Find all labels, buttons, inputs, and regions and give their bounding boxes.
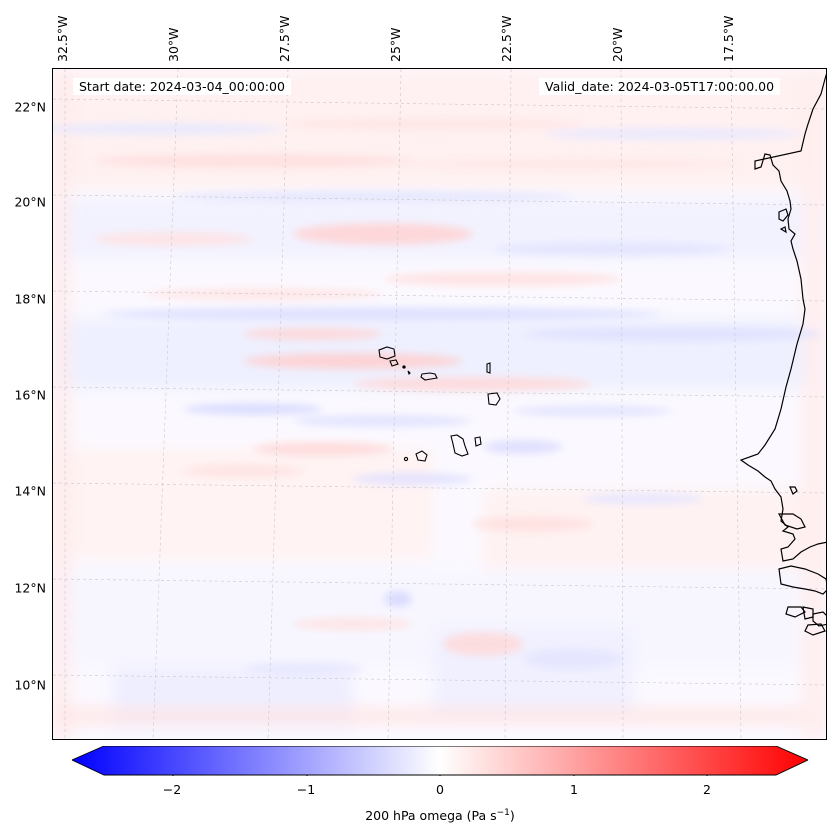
colorbar-tick-1: 1	[570, 782, 578, 797]
colorbar-tick-minus2: −2	[162, 782, 182, 797]
islands	[378, 346, 501, 462]
omega-map	[52, 68, 827, 740]
lat-label-14n: 14°N	[14, 483, 46, 499]
colorbar	[72, 746, 808, 776]
colorbar-ticks	[172, 775, 708, 776]
colorbar-label-exponent: −1	[496, 808, 510, 818]
valid-date-label: Valid_date: 2024-03-05T17:00:00.00	[539, 78, 781, 95]
lon-label-25w: 25°W	[388, 27, 403, 62]
lon-label-20w: 20°W	[610, 27, 625, 62]
colorbar-tick-minus1: −1	[296, 782, 316, 797]
map-canvas	[53, 69, 826, 739]
colorbar-bar	[72, 746, 808, 776]
colorbar-label: 200 hPa omega (Pa s−1)	[0, 808, 837, 823]
coastline	[739, 73, 826, 636]
lon-label-30w: 30°W	[166, 27, 181, 62]
colorbar-label-suffix: )	[509, 808, 515, 824]
lat-label-16n: 16°N	[14, 387, 46, 403]
lat-label-12n: 12°N	[14, 580, 46, 596]
start-date-label: Start date: 2024-03-04_00:00:00	[73, 78, 291, 95]
lon-label-17-5w: 17.5°W	[721, 15, 736, 62]
lon-label-32-5w: 32.5°W	[55, 15, 70, 62]
colorbar-label-prefix: 200 hPa omega (Pa s	[365, 808, 497, 824]
lat-label-10n: 10°N	[14, 677, 46, 693]
wave-streaks	[53, 118, 823, 676]
colorbar-tick-0: 0	[436, 782, 444, 797]
colorbar-tick-2: 2	[703, 782, 711, 797]
lon-label-22-5w: 22.5°W	[499, 15, 514, 62]
lat-label-20n: 20°N	[14, 194, 46, 210]
graticule	[53, 69, 826, 739]
lat-label-18n: 18°N	[14, 291, 46, 307]
lat-label-22n: 22°N	[14, 99, 46, 115]
lon-label-27-5w: 27.5°W	[277, 15, 292, 62]
